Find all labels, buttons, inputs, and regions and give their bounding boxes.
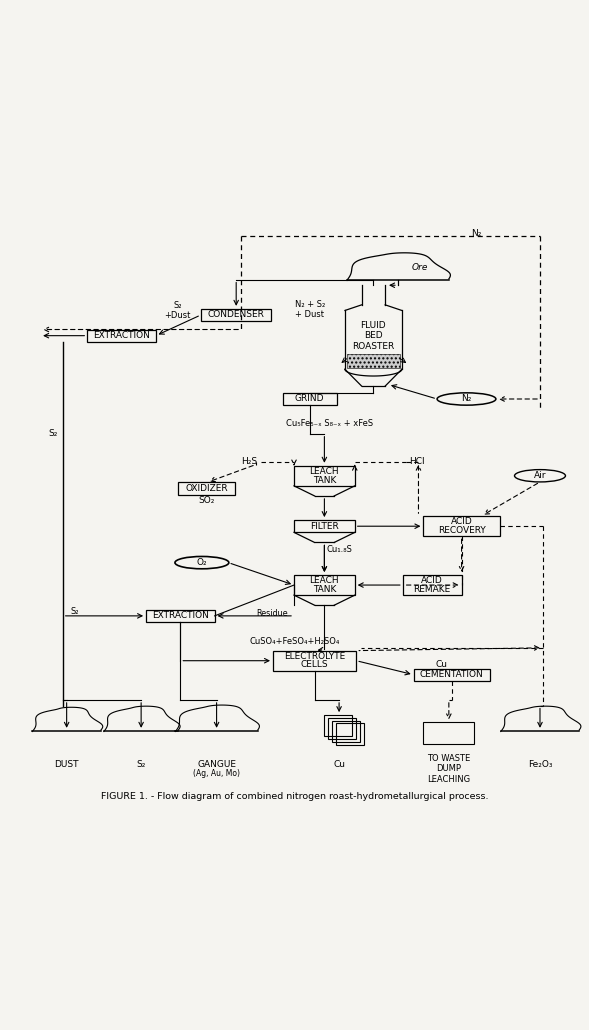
Bar	[336, 723, 363, 745]
Text: CONDENSER: CONDENSER	[208, 310, 264, 319]
Text: CELLS: CELLS	[301, 660, 329, 670]
Text: S₂: S₂	[71, 607, 79, 616]
Text: ELECTROLYTE: ELECTROLYTE	[284, 652, 345, 661]
Text: EXTRACTION: EXTRACTION	[93, 332, 150, 340]
Text: S₂
+Dust: S₂ +Dust	[164, 301, 191, 320]
Text: Cu: Cu	[436, 660, 448, 670]
Text: TANK: TANK	[313, 476, 336, 484]
Bar	[423, 722, 474, 744]
Text: Cu₁.₈S: Cu₁.₈S	[326, 545, 352, 554]
Bar	[273, 651, 356, 671]
Text: Cu₅Fe₅₋ₓ S₈₋ₓ + xFeS: Cu₅Fe₅₋ₓ S₈₋ₓ + xFeS	[286, 419, 373, 428]
Bar	[403, 575, 462, 595]
Text: REMAKE: REMAKE	[413, 585, 451, 594]
Text: S₂: S₂	[137, 760, 146, 768]
Text: TO WASTE
DUMP
LEACHING: TO WASTE DUMP LEACHING	[427, 754, 471, 784]
Text: Air: Air	[534, 472, 546, 480]
Bar	[294, 466, 355, 486]
Text: H₂S: H₂S	[241, 457, 257, 467]
Text: HCl: HCl	[409, 457, 424, 467]
Text: ACID: ACID	[451, 517, 472, 526]
Text: Ore: Ore	[411, 263, 428, 272]
Text: SO₂: SO₂	[198, 495, 215, 505]
Text: RECOVERY: RECOVERY	[438, 526, 485, 535]
Bar	[325, 715, 352, 736]
Bar	[283, 392, 337, 405]
Text: LEACH: LEACH	[310, 467, 339, 476]
Text: ACID: ACID	[421, 576, 443, 585]
Text: LEACH: LEACH	[310, 576, 339, 585]
Text: N₂ + S₂
+ Dust: N₂ + S₂ + Dust	[295, 300, 325, 319]
Bar	[423, 516, 500, 537]
Text: FILTER: FILTER	[310, 522, 339, 530]
Text: FIGURE 1. - Flow diagram of combined nitrogen roast-hydrometallurgical process.: FIGURE 1. - Flow diagram of combined nit…	[101, 792, 489, 801]
Bar	[294, 575, 355, 595]
Text: GRIND: GRIND	[295, 394, 325, 404]
Text: Residue: Residue	[256, 609, 287, 618]
Text: O₂: O₂	[197, 558, 207, 568]
Text: EXTRACTION: EXTRACTION	[152, 612, 209, 620]
Bar	[347, 353, 400, 368]
Text: Fe₂O₃: Fe₂O₃	[528, 760, 552, 768]
Bar	[294, 520, 355, 533]
Text: Cu: Cu	[333, 760, 345, 768]
Text: CEMENTATION: CEMENTATION	[420, 671, 484, 679]
Bar	[87, 330, 156, 342]
Text: N₂: N₂	[461, 394, 472, 404]
Text: (Ag, Au, Mo): (Ag, Au, Mo)	[193, 768, 240, 778]
Bar	[328, 718, 356, 740]
Text: N₂: N₂	[471, 229, 481, 238]
Text: TANK: TANK	[313, 585, 336, 594]
Bar	[178, 482, 235, 494]
Text: CuSO₄+FeSO₄+H₂SO₄: CuSO₄+FeSO₄+H₂SO₄	[250, 637, 340, 646]
Bar	[332, 721, 360, 742]
Bar	[146, 610, 214, 622]
Text: GANGUE: GANGUE	[197, 760, 236, 768]
Text: FLUID
BED
ROASTER: FLUID BED ROASTER	[352, 320, 395, 350]
Bar	[413, 668, 490, 681]
Text: DUST: DUST	[54, 760, 79, 768]
Text: OXIDIZER: OXIDIZER	[186, 484, 228, 493]
Bar	[201, 309, 272, 321]
Text: S₂: S₂	[48, 430, 58, 438]
